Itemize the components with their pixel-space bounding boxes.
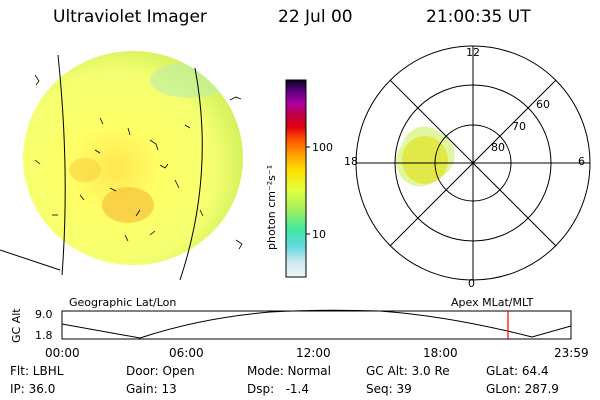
status-filter: Flt: LBHL [10,364,64,378]
coastline-fragments [34,74,243,250]
limb-brightening [150,62,230,98]
mlat-label-70: 70 [512,120,526,133]
oval-edge [396,126,455,187]
polar-diagonal [389,79,557,247]
time-tick-label: 06:00 [169,346,204,360]
time-tick-label: 18:00 [423,346,458,360]
altitude-tick-label: 9.0 [35,308,53,321]
status-glon: GLon: 287.9 [486,382,559,396]
status-door: Door: Open [126,364,195,378]
mlt-label-0: 0 [468,277,475,290]
meridian-line [179,67,203,281]
emission-patch [69,158,101,182]
mlt-label-18: 18 [344,155,358,168]
colorbar-unit-label: photon cm⁻²s⁻¹ [265,164,278,250]
instrument-title: Ultraviolet Imager [53,7,207,27]
colorbar-tick-label: 10 [312,228,326,241]
mlt-label-6: 6 [578,155,585,168]
mlat-label-60: 60 [536,98,550,111]
altitude-plot [61,309,572,340]
map-caption: Geographic Lat/Lon [69,296,177,309]
colorbar-tick-label: 100 [312,141,333,154]
status-gc-alt: GC Alt: 3.0 Re [366,364,450,378]
time-tick-label: 23:59 [554,346,589,360]
time-label: 21:00:35 UT [426,7,531,27]
time-tick-label: 00:00 [45,346,80,360]
emission-patch [102,187,154,223]
altitude-tick-label: 1.8 [35,329,53,342]
colorbar [285,79,310,278]
latitude-line [0,249,61,271]
colorbar-scale [285,79,307,278]
status-dsp: Dsp: -1.4 [247,382,310,396]
geographic-image [0,51,243,281]
altitude-plot-frame [61,310,572,340]
polar-plot [355,45,591,281]
mlat-label-80: 80 [491,141,505,154]
status-gain: Gain: 13 [126,382,177,396]
status-glat: GLat: 64.4 [486,364,549,378]
polar-caption: Apex MLat/MLT [451,296,534,309]
status-seq: Seq: 39 [366,382,412,396]
status-mode: Mode: Normal [247,364,331,378]
status-ip: IP: 36.0 [10,382,56,396]
altitude-axis-label: GC Alt [10,308,23,343]
time-tick-label: 12:00 [296,346,331,360]
mlt-label-12: 12 [466,46,480,59]
earth-disk [23,51,243,265]
altitude-curve [61,309,572,339]
date-label: 22 Jul 00 [278,7,353,27]
meridian-line [57,54,66,276]
